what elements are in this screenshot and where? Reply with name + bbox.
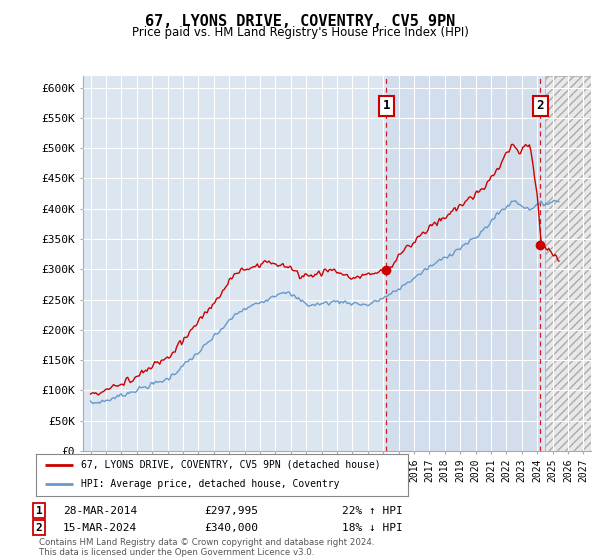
Text: HPI: Average price, detached house, Coventry: HPI: Average price, detached house, Cove… <box>80 479 339 489</box>
Text: 28-MAR-2014: 28-MAR-2014 <box>63 506 137 516</box>
Text: 15-MAR-2024: 15-MAR-2024 <box>63 522 137 533</box>
Text: £340,000: £340,000 <box>204 522 258 533</box>
Text: 67, LYONS DRIVE, COVENTRY, CV5 9PN (detached house): 67, LYONS DRIVE, COVENTRY, CV5 9PN (deta… <box>80 460 380 470</box>
Text: 2: 2 <box>35 522 43 533</box>
Text: 67, LYONS DRIVE, COVENTRY, CV5 9PN: 67, LYONS DRIVE, COVENTRY, CV5 9PN <box>145 14 455 29</box>
Text: 1: 1 <box>383 99 390 113</box>
Text: 18% ↓ HPI: 18% ↓ HPI <box>342 522 403 533</box>
Text: 2: 2 <box>536 99 544 113</box>
Text: Price paid vs. HM Land Registry's House Price Index (HPI): Price paid vs. HM Land Registry's House … <box>131 26 469 39</box>
Bar <box>386 76 541 451</box>
Text: Contains HM Land Registry data © Crown copyright and database right 2024.
This d: Contains HM Land Registry data © Crown c… <box>39 538 374 557</box>
Text: £297,995: £297,995 <box>204 506 258 516</box>
Bar <box>545 76 591 451</box>
Text: 1: 1 <box>35 506 43 516</box>
Text: 22% ↑ HPI: 22% ↑ HPI <box>342 506 403 516</box>
